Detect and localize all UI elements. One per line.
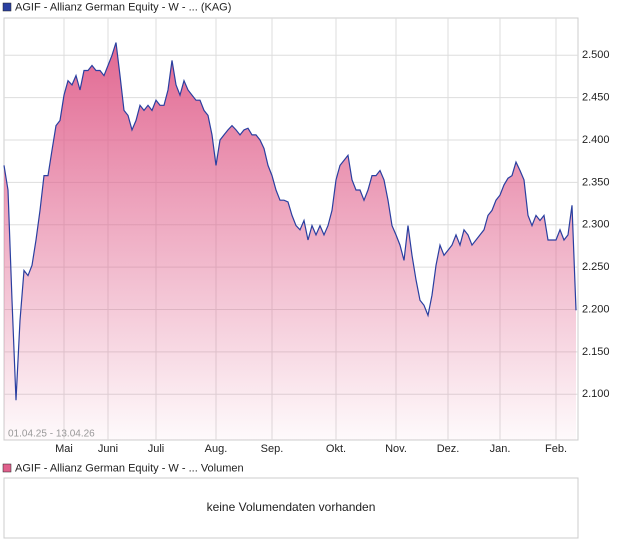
x-tick-label: Jan. bbox=[490, 443, 511, 455]
x-tick-label: Juni bbox=[98, 443, 118, 455]
x-tick-label: Juli bbox=[148, 443, 165, 455]
volume-frame bbox=[3, 477, 579, 539]
x-tick-label: Dez. bbox=[437, 443, 460, 455]
y-tick-label: 2.250 bbox=[582, 261, 610, 273]
x-tick-label: Sep. bbox=[261, 443, 284, 455]
legend-swatch bbox=[2, 2, 12, 12]
x-tick-label: Aug. bbox=[205, 443, 228, 455]
y-tick-label: 2.500 bbox=[582, 49, 610, 61]
x-tick-label: Mai bbox=[55, 443, 73, 455]
y-tick-label: 2.150 bbox=[582, 346, 610, 358]
x-tick-label: Okt. bbox=[326, 443, 346, 455]
volume-legend: AGIF - Allianz German Equity - W - ... V… bbox=[15, 462, 244, 474]
y-tick-label: 2.100 bbox=[582, 388, 610, 400]
x-tick-label: Nov. bbox=[385, 443, 407, 455]
y-tick-label: 2.350 bbox=[582, 176, 610, 188]
chart-title: AGIF - Allianz German Equity - W - ... (… bbox=[15, 1, 231, 13]
area bbox=[4, 42, 576, 440]
line bbox=[3, 42, 577, 401]
date-range: 01.04.25 - 13.04.26 bbox=[8, 429, 95, 440]
legend-swatch bbox=[2, 463, 12, 473]
x-tick-label: Feb. bbox=[545, 443, 567, 455]
y-tick-label: 2.400 bbox=[582, 134, 610, 146]
y-tick-label: 2.200 bbox=[582, 303, 610, 315]
y-tick-label: 2.300 bbox=[582, 219, 610, 231]
y-tick-label: 2.450 bbox=[582, 92, 610, 104]
volume-message: keine Volumendaten vorhanden bbox=[207, 500, 376, 514]
